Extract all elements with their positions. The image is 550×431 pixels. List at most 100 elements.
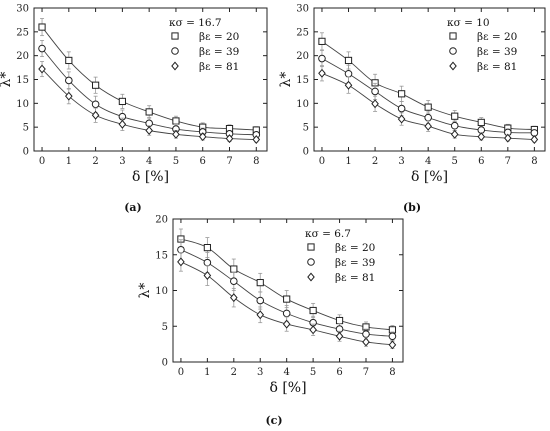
data-point [91,81,100,89]
legend-marker [307,272,315,282]
x-tick-label: 7 [226,156,232,167]
data-point [256,310,265,320]
data-point [252,135,261,145]
legend-marker [449,47,457,55]
y-axis-label: λ* [0,72,14,88]
data-point [371,87,379,96]
data-point [397,114,406,124]
series-circle [177,239,397,341]
data-point [118,119,127,129]
data-point [203,271,212,280]
chart-panel-2: 0 1 2 3 4 5 6 7 8 0 5 10 15 20 25 30 δ [%] λ* (b) κσ = 10 βε… [278,4,546,214]
data-point [230,293,238,303]
x-tick-label: 4 [425,156,431,167]
y-tick-label: 5 [162,322,168,333]
legend-title: κσ = 10 [447,17,490,29]
x-tick-label: 6 [478,156,484,167]
legend-entry: βε = 39 [199,46,239,58]
data-point [91,100,100,109]
data-point [177,245,185,254]
data-point [344,56,353,65]
legend-title: κσ = 16.7 [169,17,222,29]
data-point [38,23,46,31]
data-point [172,117,180,125]
legend-marker [449,32,457,40]
data-point [65,91,73,101]
data-point [198,132,207,142]
y-tick-label: 0 [162,358,168,369]
data-point [172,129,180,139]
legend: κσ = 10 βε = 20 βε = 39 βε = 81 [447,17,517,73]
x-tick-label: 5 [310,367,316,378]
data-point [450,121,459,130]
y-tick-label: 5 [303,123,309,134]
data-point [118,97,126,106]
y-axis-label: λ* [278,72,294,88]
data-point [256,279,264,287]
x-tick-label: 8 [253,156,259,167]
y-axis-label: λ* [137,283,153,299]
legend-marker [171,47,179,55]
legend-entry: βε = 20 [199,31,239,43]
y-tick-label: 30 [16,4,29,15]
y-tick-label: 5 [23,123,29,134]
data-point [477,132,486,142]
y-tick-label: 10 [155,286,168,297]
x-tick-label: 8 [531,156,537,167]
x-tick-label: 3 [398,156,404,167]
data-point [424,103,432,111]
chart-panel-3: 0 1 2 3 4 5 6 7 8 0 5 10 15 20 δ [%] λ* (c) κσ = 6.7 βε = … [137,215,404,427]
data-point [256,296,265,305]
data-point [225,134,234,144]
legend-entry: βε = 81 [477,61,517,73]
data-point [388,340,397,350]
data-point [309,306,317,315]
data-point [145,126,153,135]
panel-label: (b) [403,201,421,214]
legend: κσ = 6.7 βε = 20 βε = 39 βε = 81 [305,228,375,284]
data-point [65,56,73,65]
data-point [283,295,291,303]
data-point [530,135,539,145]
data-point [282,319,291,329]
x-tick-label: 0 [39,156,45,167]
data-point [91,110,100,120]
x-tick-label: 2 [231,367,237,378]
data-point [177,257,185,267]
data-point [450,129,459,139]
legend-entry: βε = 39 [335,257,375,269]
panel-label: (c) [265,414,282,427]
x-tick-label: 0 [178,367,184,378]
legend: κσ = 16.7 βε = 20 βε = 39 βε = 81 [169,17,239,73]
data-point [203,258,212,267]
x-tick-label: 6 [336,367,342,378]
data-point [362,330,370,338]
data-point [309,325,317,335]
y-tick-label: 20 [155,215,168,226]
y-tick-label: 15 [155,250,168,261]
data-point [371,99,379,109]
x-tick-label: 0 [319,156,325,167]
x-tick-label: 1 [345,156,351,167]
x-tick-label: 1 [204,367,210,378]
panel-label: (a) [124,201,142,214]
data-point [344,69,353,78]
x-tick-label: 2 [92,156,98,167]
legend-entry: βε = 39 [477,46,517,58]
chart-panel-1: 0 1 2 3 4 5 6 7 8 0 5 10 15 20 25 30 δ [%] λ* (a) κσ = 16.7… [0,4,268,214]
legend-entry: βε = 81 [199,61,239,73]
legend-marker [307,243,315,251]
legend-marker [449,61,457,71]
data-point [230,265,238,273]
x-axis-label: δ [%] [411,169,448,185]
series-diamond [318,65,539,145]
y-tick-label: 20 [296,51,309,62]
x-axis-label: δ [%] [132,169,169,185]
x-tick-label: 7 [505,156,511,167]
y-tick-label: 25 [296,27,309,38]
legend-title: κσ = 6.7 [305,228,351,240]
x-tick-label: 6 [200,156,206,167]
data-point [318,68,326,78]
data-point [424,113,432,122]
